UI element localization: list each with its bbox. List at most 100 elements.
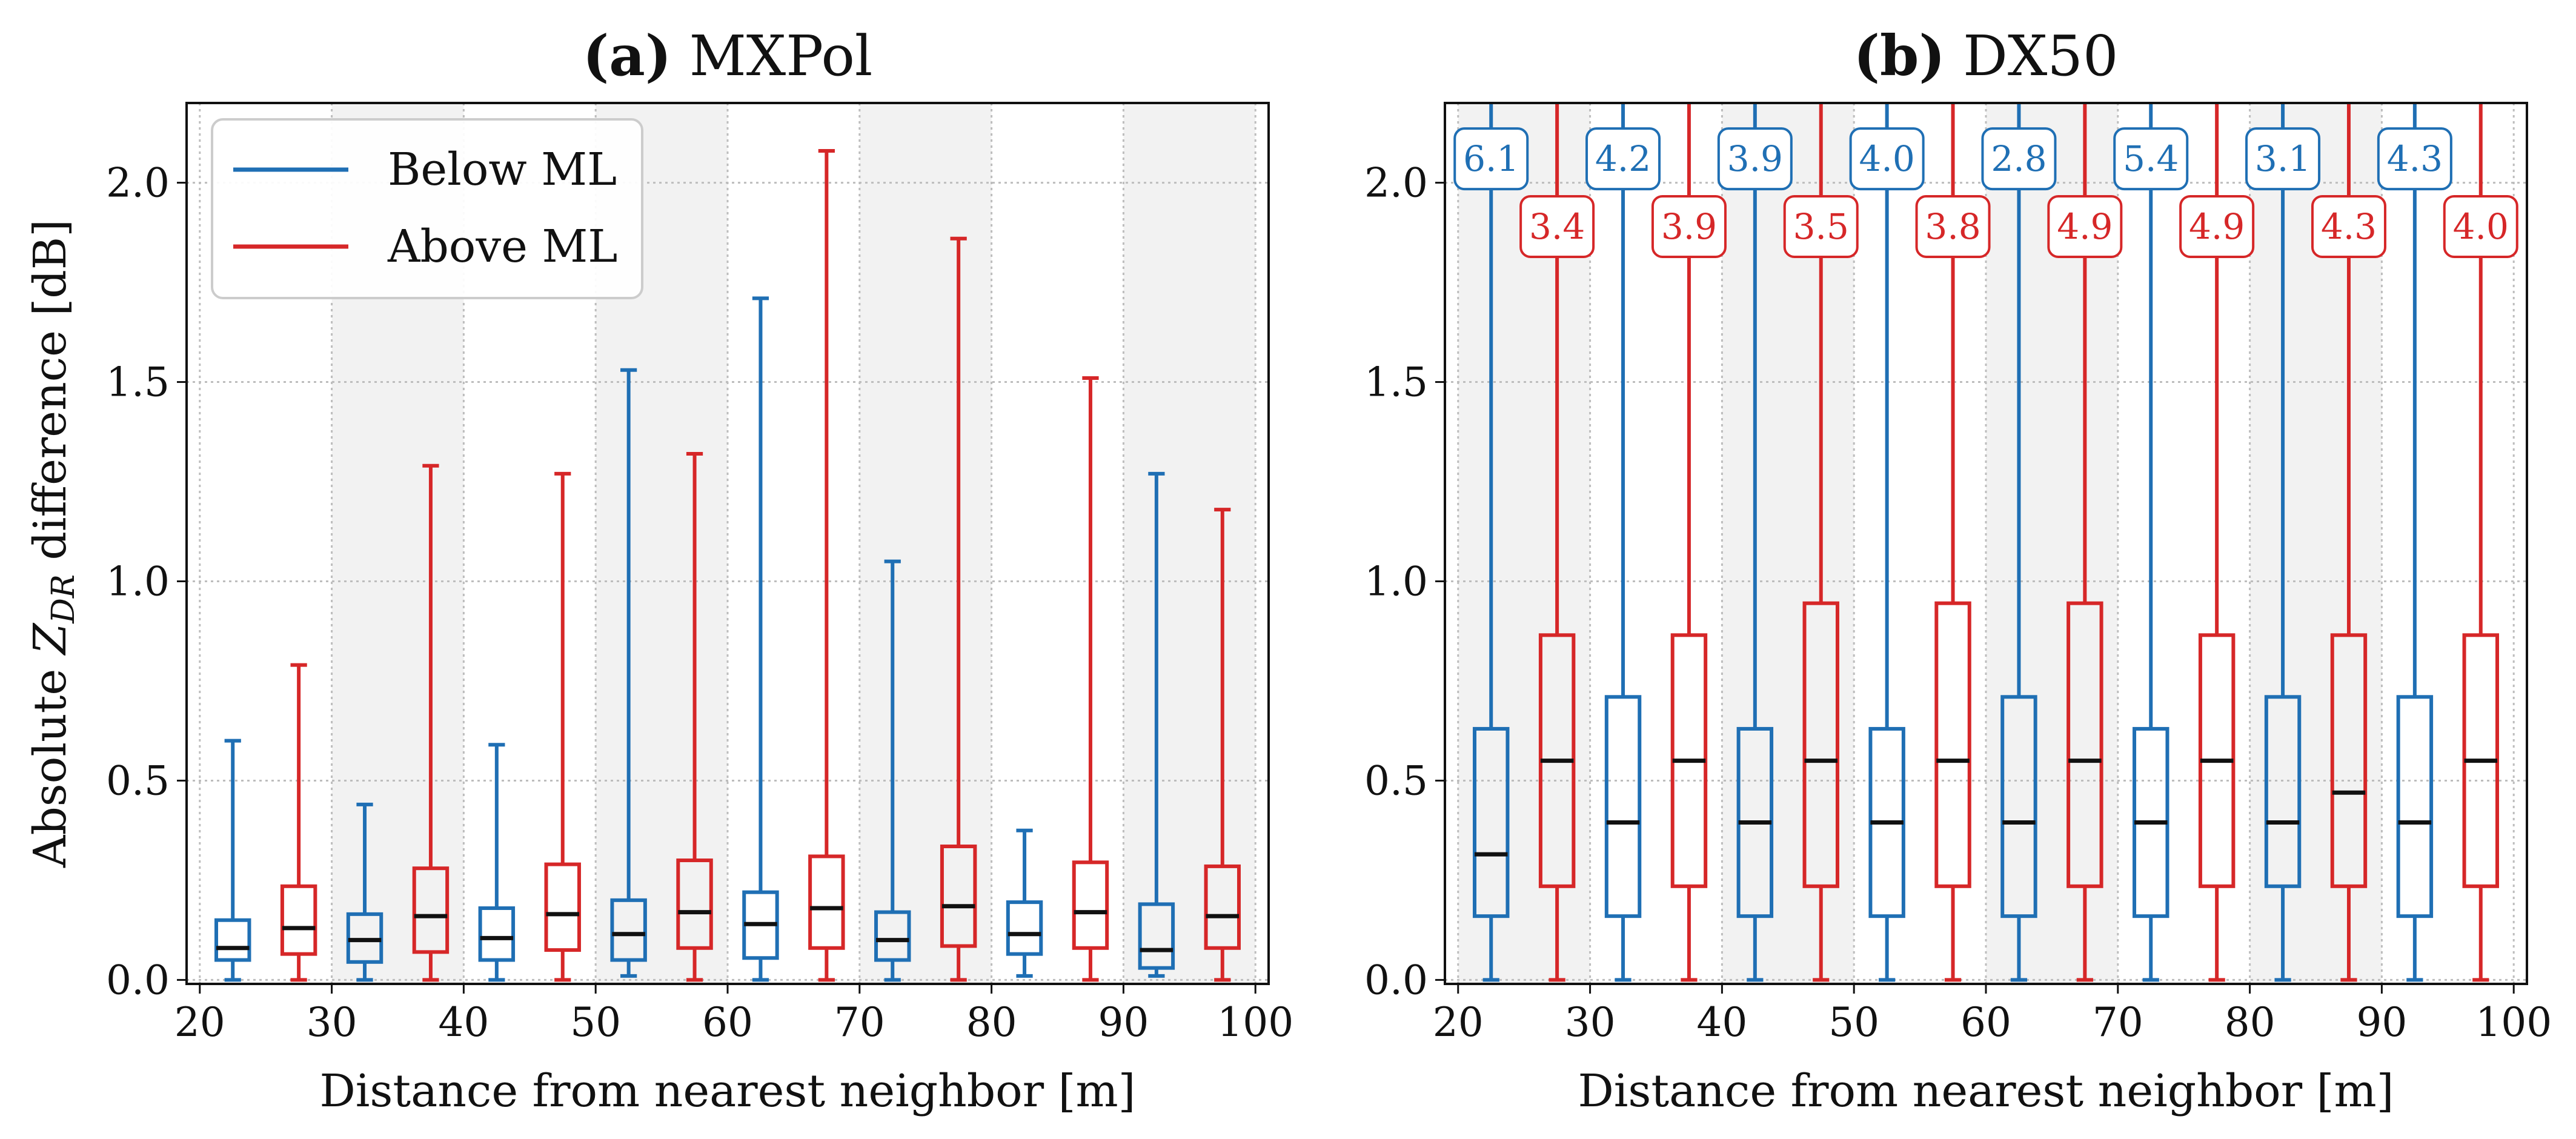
box-above-37.5 [1670,103,1708,982]
outlier-label-box [1453,127,1529,191]
box-iqr [2066,601,2103,888]
outlier-label-above-67.5: 4.9 [2047,194,2123,258]
box-above-27.5 [1538,103,1576,982]
outlier-label-text: 4.0 [1859,138,1915,179]
x-tick-label-90: 90 [2356,999,2407,1046]
box-below-42.5 [1736,103,1774,982]
box-above-57.5 [1934,103,1971,982]
shaded-band-70-80 [859,103,992,984]
x-tick-label-20: 20 [1433,999,1484,1046]
box-above-37.5 [412,463,450,982]
box-iqr [1802,601,1839,888]
box-below-22.5 [1473,103,1510,982]
box-below-82.5 [2264,103,2302,982]
outlier-label-box [1519,194,1595,258]
outlier-label-below-32.5: 4.2 [1585,127,1661,191]
outlier-label-text: 3.1 [2255,138,2311,179]
box-iqr [1604,695,1642,918]
box-below-22.5 [214,739,251,982]
outlier-label-box [1717,127,1793,191]
outlier-label-below-62.5: 2.8 [1981,127,2057,191]
panel-a-y-ticks: 0.0 0.5 1.0 1.5 2.0 [106,160,187,1003]
panel-a-x-axis-label: Distance from nearest neighbor [m] [319,1065,1135,1117]
panel-b-title-name: DX50 [1963,24,2118,88]
outlier-label-above-37.5: 3.9 [1651,194,1727,258]
outlier-label-box [1651,194,1727,258]
x-tick-label-70: 70 [2093,999,2143,1046]
y-tick-label-2: 2.0 [106,160,170,207]
box-iqr [1138,902,1175,970]
outlier-label-above-77.5: 4.9 [2179,194,2255,258]
box-above-47.5 [544,471,581,982]
x-tick-label-40: 40 [1696,999,1747,1046]
x-tick-label-100: 100 [1217,999,1293,1046]
panel-a-x-ticks: 20 30 40 50 60 70 80 90 100 [174,984,1293,1046]
panel-a-title: (a) MXPol [583,23,873,88]
outlier-label-box [2245,127,2321,191]
panel-b-boxes [1473,103,2499,982]
box-below-72.5 [874,559,911,982]
y-tick-label-1.5: 1.5 [1364,359,1428,406]
box-below-52.5 [610,368,647,978]
outlier-label-above-87.5: 4.3 [2311,194,2386,258]
panel-a-mxpol: 20 30 40 50 60 70 80 90 100 0.0 0.5 1.0 1.5 2.0 (a) … [24,23,1293,1117]
box-iqr [1072,860,1109,950]
x-tick-label-80: 80 [2225,999,2276,1046]
panel-a-title-name: MXPol [689,24,873,88]
box-iqr [2396,695,2434,918]
box-below-92.5 [1138,471,1175,978]
box-above-97.5 [1204,508,1241,982]
outlier-label-text: 4.9 [2057,206,2113,247]
x-tick-label-60: 60 [702,999,753,1046]
x-tick-label-100: 100 [2475,999,2552,1046]
box-below-52.5 [1868,103,1905,982]
outlier-label-text: 3.9 [1727,138,1783,179]
outlier-label-below-42.5: 3.9 [1717,127,1793,191]
outlier-label-text: 4.0 [2453,206,2509,247]
legend-frame [211,118,643,299]
box-above-77.5 [2198,103,2236,982]
box-above-67.5 [808,148,845,982]
outlier-label-text: 5.4 [2123,138,2179,179]
outlier-label-above-57.5: 3.8 [1915,194,1991,258]
box-above-47.5 [1802,103,1839,982]
outlier-label-below-72.5: 5.4 [2113,127,2189,191]
panel-a-title-letter: (a) [583,23,672,88]
box-iqr [2264,695,2302,888]
panel-b-dx50: 6.1 4.2 3.9 4.0 2.8 5.4 3.1 4.33.4 3.9 3.5 3.8 4.9 4… [1364,23,2552,1117]
x-tick-label-40: 40 [438,999,489,1046]
box-iqr [1473,726,1510,918]
outlier-label-box [1585,127,1661,191]
shaded-band-90-100 [1123,103,1256,984]
outlier-label-text: 4.2 [1595,138,1651,179]
panel-b-outlier-labels: 6.1 4.2 3.9 4.0 2.8 5.4 3.1 4.33.4 3.9 3.5 3.8 4.9 4… [1453,127,2518,258]
x-tick-label-90: 90 [1098,999,1149,1046]
x-tick-label-30: 30 [307,999,357,1046]
outlier-label-box [1981,127,2057,191]
outlier-label-box [1783,194,1859,258]
box-above-57.5 [676,451,713,982]
y-tick-label-0: 0.0 [1364,957,1428,1003]
y-tick-label-0.5: 0.5 [1364,757,1428,804]
box-above-77.5 [940,236,977,982]
outlier-label-below-92.5: 4.3 [2377,127,2452,191]
outlier-label-box [1915,194,1991,258]
box-iqr [478,906,516,962]
outlier-label-below-82.5: 3.1 [2245,127,2321,191]
panel-b-title: (b) DX50 [1854,23,2119,88]
x-tick-label-20: 20 [174,999,225,1046]
outlier-label-box [2443,194,2518,258]
box-iqr [676,858,713,950]
box-above-87.5 [2330,103,2368,982]
y-tick-label-0.5: 0.5 [106,757,170,804]
outlier-label-text: 4.9 [2189,206,2245,247]
y-tick-label-1: 1.0 [1364,559,1428,605]
box-below-62.5 [2000,103,2037,982]
outlier-label-box [2179,194,2255,258]
y-tick-label-2: 2.0 [1364,160,1428,207]
outlier-label-below-52.5: 4.0 [1849,127,1925,191]
outlier-label-text: 6.1 [1463,138,1519,179]
box-iqr [1934,601,1971,888]
outlier-label-above-47.5: 3.5 [1783,194,1859,258]
